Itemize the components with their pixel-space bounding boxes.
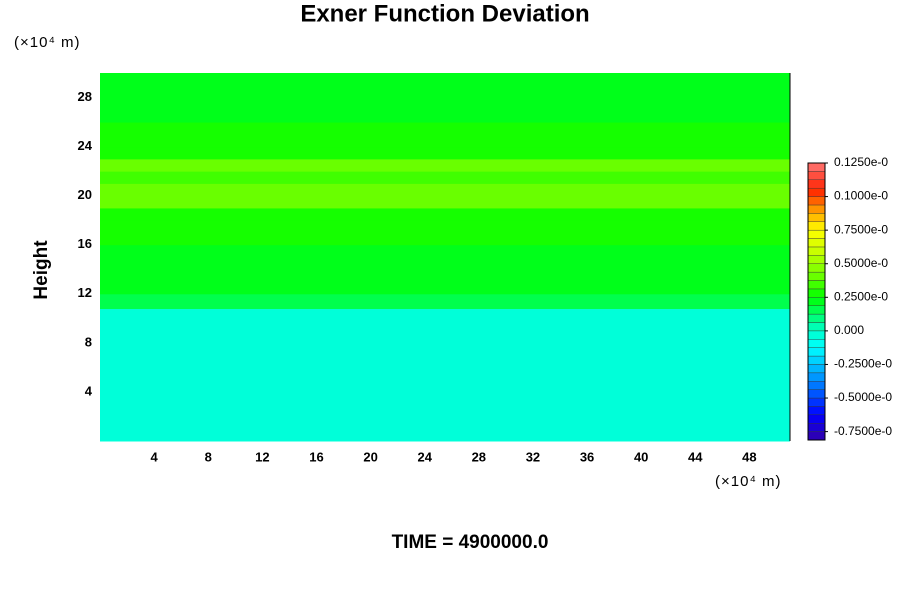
colorbar-swatch (807, 204, 826, 214)
colorbar-swatch (807, 355, 826, 365)
contour-band (100, 293, 790, 310)
colorbar-swatch (807, 246, 826, 256)
x-tick-label: 36 (580, 449, 594, 464)
x-unit: (×10⁴ m) (715, 473, 782, 490)
y-unit: (×10⁴ m) (14, 34, 81, 51)
colorbar-swatch (807, 339, 826, 348)
colorbar-label: 0.2500e-0 (834, 289, 888, 303)
colorbar-swatch (807, 288, 826, 298)
colorbar-swatch (807, 322, 826, 332)
colorbar-label: -0.5000e-0 (834, 390, 892, 404)
colorbar-swatch (807, 297, 826, 306)
colorbar-label: 0.5000e-0 (834, 256, 888, 270)
colorbar-swatch (807, 414, 826, 424)
contour-band (100, 183, 790, 209)
contour-band (100, 269, 790, 295)
colorbar-label: 0.7500e-0 (834, 222, 888, 236)
colorbar-swatch (807, 423, 826, 432)
colorbar-swatch (807, 431, 826, 441)
contour-band (100, 158, 790, 172)
colorbar-swatch (807, 179, 826, 189)
colorbar-swatch (807, 330, 826, 340)
colorbar-swatch (807, 213, 826, 222)
x-tick-label: 4 (151, 449, 159, 464)
colorbar-label: -0.2500e-0 (834, 357, 892, 371)
x-tick-label: 40 (634, 449, 648, 464)
x-tick-label: 44 (688, 449, 703, 464)
y-tick-label: 24 (78, 138, 93, 153)
chart-title: Exner Function Deviation (300, 0, 589, 27)
contour-band (100, 207, 790, 221)
y-axis-label: Height (31, 240, 52, 300)
colorbar-swatch (807, 305, 826, 315)
y-tick-label: 16 (78, 236, 92, 251)
y-tick-label: 8 (85, 334, 92, 349)
x-tick-label: 28 (472, 449, 486, 464)
colorbar-swatch (807, 221, 826, 231)
x-tick-label: 12 (255, 449, 269, 464)
x-tick-label: 24 (417, 449, 432, 464)
colorbar-frame (807, 162, 826, 441)
colorbar-swatch (807, 406, 826, 416)
colorbar-swatch (807, 381, 826, 390)
colorbar-swatch (807, 372, 826, 382)
colorbar-label: 0.1250e-0 (834, 155, 888, 169)
colorbar-swatch (807, 255, 826, 264)
y-tick-label: 20 (78, 187, 92, 202)
time-label: TIME = 4900000.0 (392, 532, 549, 553)
contour-band (100, 171, 790, 184)
colorbar-swatch (807, 364, 826, 374)
colorbar-label: 0.1000e-0 (834, 189, 888, 203)
colorbar-swatch (807, 229, 826, 239)
colorbar-swatch (807, 162, 826, 172)
colorbar-label: 0.000 (834, 323, 864, 337)
x-tick-label: 32 (526, 449, 540, 464)
contour-band (100, 73, 790, 99)
contour-band (100, 220, 790, 246)
y-tick-label: 28 (78, 89, 92, 104)
colorbar-swatch (807, 171, 826, 180)
x-tick-label: 16 (309, 449, 323, 464)
contour-band (100, 244, 790, 270)
colorbar-swatch (807, 238, 826, 248)
contour-band (100, 122, 790, 148)
contour-band (100, 146, 790, 160)
colorbar-swatch (807, 313, 826, 323)
contour-band (100, 308, 790, 442)
colorbar-swatch (807, 280, 826, 290)
colorbar-swatch (807, 397, 826, 407)
x-tick-label: 48 (742, 449, 756, 464)
x-tick-label: 8 (205, 449, 212, 464)
colorbar-swatch (807, 187, 826, 197)
colorbar-swatch (807, 347, 826, 357)
colorbar-swatch (807, 263, 826, 273)
colorbar-swatch (807, 196, 826, 206)
colorbar-swatch (807, 389, 826, 399)
contour-band (100, 97, 790, 123)
y-tick-label: 12 (78, 285, 92, 300)
y-tick-label: 4 (85, 383, 93, 398)
colorbar-label: -0.7500e-0 (834, 424, 892, 438)
x-tick-label: 20 (363, 449, 377, 464)
colorbar-swatch (807, 271, 826, 281)
